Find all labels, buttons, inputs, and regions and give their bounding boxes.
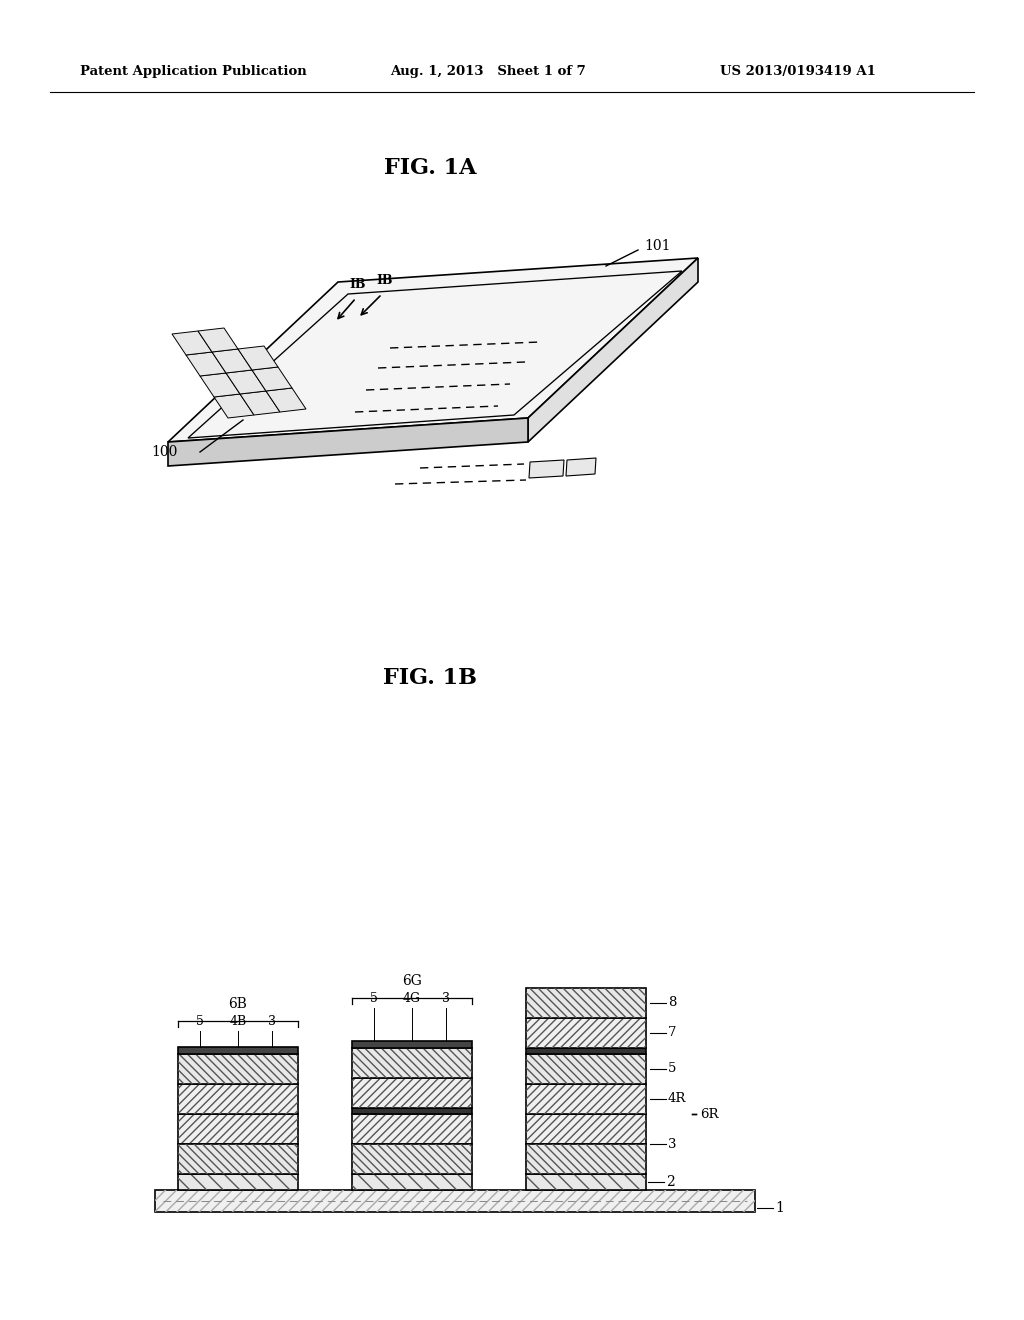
Bar <box>178 1053 298 1084</box>
Bar <box>178 1144 298 1173</box>
Text: 1: 1 <box>775 1201 784 1214</box>
Bar <box>352 1114 472 1144</box>
Polygon shape <box>566 458 596 477</box>
Text: Patent Application Publication: Patent Application Publication <box>80 66 307 78</box>
Bar <box>526 1173 646 1191</box>
Polygon shape <box>214 393 254 418</box>
Bar <box>526 1018 646 1048</box>
Bar <box>178 1173 298 1191</box>
Bar <box>526 1084 646 1114</box>
Polygon shape <box>252 367 292 391</box>
Bar <box>526 1053 646 1084</box>
Bar <box>526 1084 646 1114</box>
Text: 3: 3 <box>441 993 450 1005</box>
Bar <box>526 1114 646 1144</box>
Polygon shape <box>172 331 212 355</box>
Text: 6R: 6R <box>700 1107 719 1121</box>
Polygon shape <box>198 327 238 352</box>
Bar <box>178 1084 298 1114</box>
Polygon shape <box>266 388 306 412</box>
Bar <box>352 1144 472 1173</box>
Bar <box>526 1053 646 1084</box>
Text: 4G: 4G <box>403 993 421 1005</box>
Bar <box>526 1144 646 1173</box>
Bar <box>526 987 646 1018</box>
Polygon shape <box>226 370 266 393</box>
Bar <box>178 1144 298 1173</box>
Polygon shape <box>186 352 226 376</box>
Bar <box>352 1041 472 1048</box>
Text: 4R: 4R <box>668 1093 686 1106</box>
Bar <box>178 1084 298 1114</box>
Text: 100: 100 <box>152 445 178 459</box>
Polygon shape <box>200 374 240 397</box>
Bar <box>352 1078 472 1107</box>
Polygon shape <box>168 257 698 442</box>
Bar <box>352 1114 472 1144</box>
Text: FIG. 1A: FIG. 1A <box>384 157 476 180</box>
Bar <box>352 1173 472 1191</box>
Bar <box>526 1018 646 1048</box>
Bar <box>352 1048 472 1078</box>
Text: 5: 5 <box>196 1015 204 1028</box>
Text: 3: 3 <box>267 1015 275 1028</box>
Text: US 2013/0193419 A1: US 2013/0193419 A1 <box>720 66 876 78</box>
Bar <box>178 1053 298 1084</box>
Bar <box>155 1191 755 1212</box>
Text: IB: IB <box>350 279 367 290</box>
Bar <box>352 1107 472 1114</box>
Bar <box>526 1173 646 1191</box>
Text: 2: 2 <box>666 1175 675 1189</box>
Bar <box>352 1173 472 1191</box>
Text: 4B: 4B <box>229 1015 247 1028</box>
Text: 7: 7 <box>668 1027 677 1040</box>
Bar <box>526 1048 646 1053</box>
Text: 6B: 6B <box>228 997 248 1011</box>
Bar <box>526 987 646 1018</box>
Bar <box>178 1047 298 1053</box>
Text: 101: 101 <box>644 239 671 253</box>
Polygon shape <box>168 418 528 466</box>
Polygon shape <box>212 348 252 374</box>
Bar <box>178 1173 298 1191</box>
Text: 6G: 6G <box>402 974 422 987</box>
Polygon shape <box>238 346 278 370</box>
Text: 3: 3 <box>668 1138 677 1151</box>
Text: 5: 5 <box>668 1063 677 1076</box>
Bar <box>352 1048 472 1078</box>
Bar <box>352 1144 472 1173</box>
Bar <box>155 1191 755 1212</box>
Bar <box>352 1078 472 1107</box>
Polygon shape <box>528 257 698 442</box>
Text: 8: 8 <box>668 997 677 1010</box>
Bar <box>178 1114 298 1144</box>
Bar <box>526 1144 646 1173</box>
Polygon shape <box>529 459 564 478</box>
Text: 5: 5 <box>370 993 378 1005</box>
Polygon shape <box>240 391 280 414</box>
Text: Aug. 1, 2013   Sheet 1 of 7: Aug. 1, 2013 Sheet 1 of 7 <box>390 66 586 78</box>
Text: IB: IB <box>377 275 393 286</box>
Bar <box>178 1114 298 1144</box>
Bar <box>526 1114 646 1144</box>
Text: FIG. 1B: FIG. 1B <box>383 667 477 689</box>
